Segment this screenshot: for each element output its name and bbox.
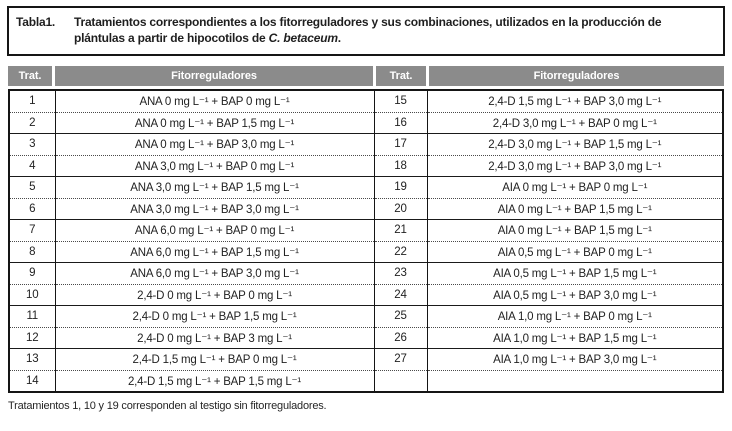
treatment-cell: ANA 6,0 mg L⁻¹ + BAP 3,0 mg L⁻¹ [54,262,374,284]
table-row: 11 2,4-D 0 mg L⁻¹ + BAP 1,5 mg L⁻¹ 25 AI… [9,305,723,327]
treatment-cell: 2,4-D 3,0 mg L⁻¹ + BAP 3,0 mg L⁻¹ [426,155,723,177]
table-row: 6 ANA 3,0 mg L⁻¹ + BAP 3,0 mg L⁻¹ 20 AIA… [9,198,723,220]
treatment-number-cell: 5 [29,181,36,194]
treatment-cell: ANA 0 mg L⁻¹ + BAP 1,5 mg L⁻¹ [54,112,374,134]
treatment-cell: AIA 0,5 mg L⁻¹ + BAP 3,0 mg L⁻¹ [426,284,723,306]
table-row: 1 ANA 0 mg L⁻¹ + BAP 0 mg L⁻¹ 15 2,4-D 1… [9,90,723,112]
treatment-cell: AIA 0 mg L⁻¹ + BAP 1,5 mg L⁻¹ [426,219,723,241]
treatment-number-cell: 14 [26,374,39,387]
treatment-cell: 2,4-D 1,5 mg L⁻¹ + BAP 1,5 mg L⁻¹ [54,370,374,392]
treatment-cell: AIA 1,0 mg L⁻¹ + BAP 3,0 mg L⁻¹ [426,348,723,370]
table-row: 13 2,4-D 1,5 mg L⁻¹ + BAP 0 mg L⁻¹ 27 AI… [9,348,723,370]
header-fitorreguladores-right: Fitorreguladores [429,66,724,86]
table-header-row: Trat. Fitorreguladores Trat. Fitorregula… [8,66,724,86]
table-row: 14 2,4-D 1,5 mg L⁻¹ + BAP 1,5 mg L⁻¹ [9,370,723,392]
treatment-number-cell: 25 [373,305,427,327]
treatment-cell: AIA 1,0 mg L⁻¹ + BAP 1,5 mg L⁻¹ [426,327,723,349]
treatment-cell: AIA 0,5 mg L⁻¹ + BAP 1,5 mg L⁻¹ [426,262,723,284]
treatment-number-cell: 9 [29,267,36,280]
treatment-cell: ANA 6,0 mg L⁻¹ + BAP 0 mg L⁻¹ [54,219,374,241]
treatment-number-cell: 2 [29,116,36,129]
treatment-cell: AIA 0 mg L⁻¹ + BAP 1,5 mg L⁻¹ [426,198,723,220]
treatment-number-cell: 11 [26,310,39,323]
treatment-number-cell: 1 [29,95,36,108]
table-row: 3 ANA 0 mg L⁻¹ + BAP 3,0 mg L⁻¹ 17 2,4-D… [9,133,723,155]
treatment-cell: AIA 1,0 mg L⁻¹ + BAP 0 mg L⁻¹ [426,305,723,327]
treatment-cell: ANA 0 mg L⁻¹ + BAP 0 mg L⁻¹ [54,90,374,112]
table-row: 4 ANA 3,0 mg L⁻¹ + BAP 0 mg L⁻¹ 18 2,4-D… [9,155,723,177]
treatment-number-cell: 6 [29,202,36,215]
treatment-number-cell: 20 [373,198,427,220]
table-body: 1 ANA 0 mg L⁻¹ + BAP 0 mg L⁻¹ 15 2,4-D 1… [9,90,723,392]
table-caption-box: Tabla1. Tratamientos correspondientes a … [7,6,725,56]
treatment-number-cell: 24 [373,284,427,306]
treatment-cell: ANA 0 mg L⁻¹ + BAP 3,0 mg L⁻¹ [54,133,374,155]
treatment-number-cell: 16 [373,112,427,134]
treatment-cell [426,370,723,392]
table-row: 9 ANA 6,0 mg L⁻¹ + BAP 3,0 mg L⁻¹ 23 AIA… [9,262,723,284]
table-footnote: Tratamientos 1, 10 y 19 corresponden al … [8,400,327,412]
treatment-cell: 2,4-D 3,0 mg L⁻¹ + BAP 0 mg L⁻¹ [426,112,723,134]
treatment-cell: ANA 3,0 mg L⁻¹ + BAP 3,0 mg L⁻¹ [54,198,374,220]
table-row: 12 2,4-D 0 mg L⁻¹ + BAP 3 mg L⁻¹ 26 AIA … [9,327,723,349]
treatment-number-cell: 12 [26,331,39,344]
treatment-number-cell: 4 [29,159,36,172]
header-treatment-left: Trat. [8,66,52,86]
caption-text-main: Tratamientos correspondientes a los fito… [74,15,662,45]
table-row: 8 ANA 6,0 mg L⁻¹ + BAP 1,5 mg L⁻¹ 22 AIA… [9,241,723,263]
table-row: 2 ANA 0 mg L⁻¹ + BAP 1,5 mg L⁻¹ 16 2,4-D… [9,112,723,134]
caption-text-period: . [337,31,341,45]
treatments-table: Trat. Fitorreguladores Trat. Fitorregula… [8,66,724,393]
treatment-number-cell: 10 [26,288,39,301]
header-fitorreguladores-left: Fitorreguladores [55,66,373,86]
treatment-cell: ANA 6,0 mg L⁻¹ + BAP 1,5 mg L⁻¹ [54,241,374,263]
table-caption-label: Tabla1. [16,15,56,29]
table-body-grid: 1 ANA 0 mg L⁻¹ + BAP 0 mg L⁻¹ 15 2,4-D 1… [8,89,724,393]
treatment-number-cell: 26 [373,327,427,349]
treatment-cell: ANA 3,0 mg L⁻¹ + BAP 0 mg L⁻¹ [54,155,374,177]
treatment-cell: AIA 0,5 mg L⁻¹ + BAP 0 mg L⁻¹ [426,241,723,263]
treatment-number-cell: 19 [373,176,427,198]
table-caption-text: Tratamientos correspondientes a los fito… [74,14,713,46]
treatment-number-cell: 22 [373,241,427,263]
treatment-number-cell: 23 [373,262,427,284]
treatment-cell: ANA 3,0 mg L⁻¹ + BAP 1,5 mg L⁻¹ [54,176,374,198]
treatment-number-cell: 18 [373,155,427,177]
table-row: 5 ANA 3,0 mg L⁻¹ + BAP 1,5 mg L⁻¹ 19 AIA… [9,176,723,198]
treatment-number-cell [373,370,427,392]
table-row: 7 ANA 6,0 mg L⁻¹ + BAP 0 mg L⁻¹ 21 AIA 0… [9,219,723,241]
table-row: 10 2,4-D 0 mg L⁻¹ + BAP 0 mg L⁻¹ 24 AIA … [9,284,723,306]
treatment-number-cell: 13 [26,353,39,366]
treatment-number-cell: 15 [373,90,427,112]
treatment-number-cell: 3 [29,138,36,151]
treatment-cell: 2,4-D 3,0 mg L⁻¹ + BAP 1,5 mg L⁻¹ [426,133,723,155]
treatment-number-cell: 21 [373,219,427,241]
treatment-cell: 2,4-D 0 mg L⁻¹ + BAP 3 mg L⁻¹ [54,327,374,349]
caption-species-italic: C. betaceum [268,31,338,45]
header-treatment-right: Trat. [376,66,426,86]
treatment-cell: 2,4-D 1,5 mg L⁻¹ + BAP 3,0 mg L⁻¹ [426,90,723,112]
treatment-number-cell: 7 [29,224,36,237]
treatment-cell: 2,4-D 0 mg L⁻¹ + BAP 0 mg L⁻¹ [54,284,374,306]
treatment-cell: AIA 0 mg L⁻¹ + BAP 0 mg L⁻¹ [426,176,723,198]
treatment-number-cell: 8 [29,245,36,258]
treatment-cell: 2,4-D 1,5 mg L⁻¹ + BAP 0 mg L⁻¹ [54,348,374,370]
treatment-number-cell: 27 [373,348,427,370]
treatment-number-cell: 17 [373,133,427,155]
treatment-cell: 2,4-D 0 mg L⁻¹ + BAP 1,5 mg L⁻¹ [54,305,374,327]
